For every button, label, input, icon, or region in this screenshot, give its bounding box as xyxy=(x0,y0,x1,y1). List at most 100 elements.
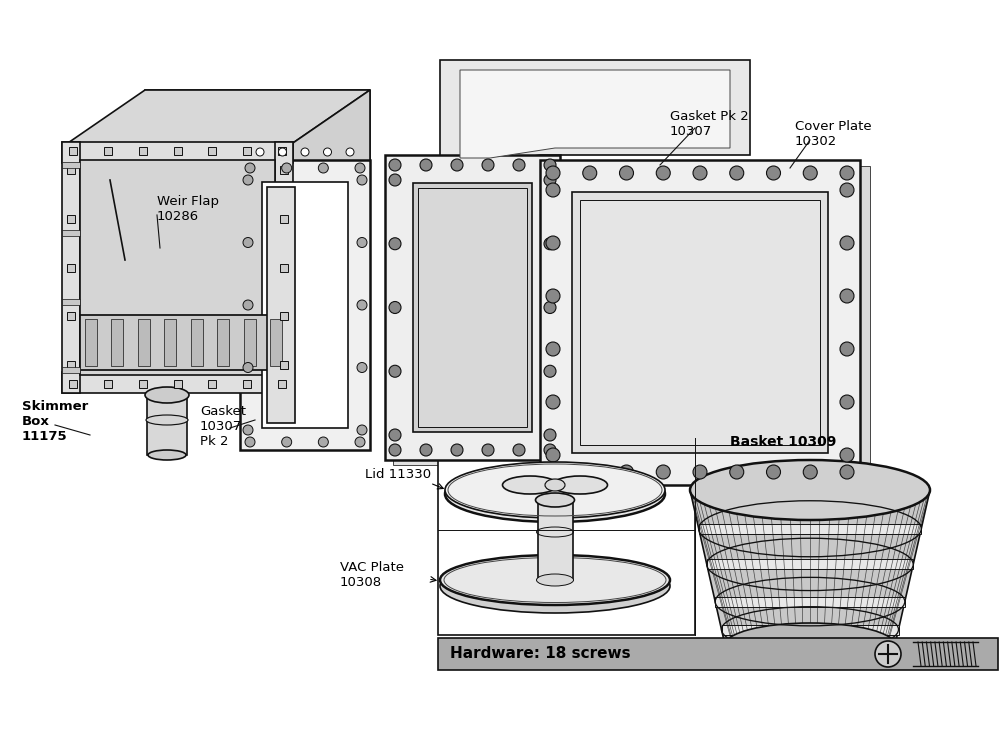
Bar xyxy=(67,166,75,174)
Circle shape xyxy=(420,444,432,456)
Circle shape xyxy=(546,236,560,250)
Circle shape xyxy=(243,362,253,373)
Bar xyxy=(174,147,182,155)
Circle shape xyxy=(583,465,597,479)
Ellipse shape xyxy=(440,555,670,605)
Circle shape xyxy=(583,166,597,180)
Bar xyxy=(385,155,560,460)
Ellipse shape xyxy=(445,462,665,518)
Bar xyxy=(278,380,286,388)
Circle shape xyxy=(544,365,556,377)
Polygon shape xyxy=(290,90,370,390)
Bar xyxy=(191,319,203,366)
Text: Cover Plate
10302: Cover Plate 10302 xyxy=(795,120,872,148)
Ellipse shape xyxy=(545,479,565,491)
Polygon shape xyxy=(460,70,730,158)
Circle shape xyxy=(730,166,744,180)
Circle shape xyxy=(803,465,817,479)
Bar xyxy=(69,147,77,155)
Bar xyxy=(715,596,905,607)
Circle shape xyxy=(245,437,255,447)
Polygon shape xyxy=(440,60,750,165)
Circle shape xyxy=(620,465,634,479)
Bar xyxy=(413,183,532,432)
Ellipse shape xyxy=(552,476,608,494)
Circle shape xyxy=(243,425,253,435)
Circle shape xyxy=(544,444,556,456)
Bar xyxy=(580,200,820,445)
Bar xyxy=(62,142,80,393)
Circle shape xyxy=(767,166,780,180)
Circle shape xyxy=(282,437,292,447)
Circle shape xyxy=(355,163,365,173)
Bar xyxy=(278,147,286,155)
Bar xyxy=(62,367,80,373)
Circle shape xyxy=(544,302,556,313)
Polygon shape xyxy=(145,90,370,335)
Bar xyxy=(62,142,293,163)
Circle shape xyxy=(346,148,354,156)
Bar xyxy=(67,312,75,320)
Bar xyxy=(138,319,150,366)
Polygon shape xyxy=(65,335,370,390)
Bar xyxy=(80,160,275,375)
Circle shape xyxy=(656,465,670,479)
Circle shape xyxy=(389,444,401,456)
Text: VAC Plate
10308: VAC Plate 10308 xyxy=(340,561,404,589)
Circle shape xyxy=(544,238,556,250)
Bar xyxy=(174,380,182,388)
Bar xyxy=(62,372,293,393)
Circle shape xyxy=(243,238,253,248)
Bar xyxy=(67,361,75,369)
Ellipse shape xyxy=(503,476,558,494)
Circle shape xyxy=(840,166,854,180)
Circle shape xyxy=(357,362,367,373)
Circle shape xyxy=(840,465,854,479)
Circle shape xyxy=(544,429,556,441)
Bar xyxy=(240,160,370,450)
Bar xyxy=(243,147,251,155)
Bar xyxy=(208,147,216,155)
Circle shape xyxy=(767,465,780,479)
Circle shape xyxy=(840,342,854,356)
Circle shape xyxy=(451,159,463,171)
Circle shape xyxy=(389,174,401,186)
Text: Gasket
10307
Pk 2: Gasket 10307 Pk 2 xyxy=(200,405,246,448)
Bar xyxy=(540,160,860,485)
Circle shape xyxy=(546,395,560,409)
Bar xyxy=(80,315,275,370)
Circle shape xyxy=(546,289,560,303)
Circle shape xyxy=(875,641,901,667)
Bar xyxy=(270,319,282,366)
Circle shape xyxy=(544,174,556,186)
Circle shape xyxy=(693,166,707,180)
Circle shape xyxy=(318,437,328,447)
Ellipse shape xyxy=(145,387,189,403)
Circle shape xyxy=(546,166,560,180)
Circle shape xyxy=(656,166,670,180)
Circle shape xyxy=(357,238,367,248)
Circle shape xyxy=(324,148,332,156)
Circle shape xyxy=(355,437,365,447)
Bar xyxy=(393,160,568,465)
Bar xyxy=(267,187,295,423)
Bar xyxy=(85,319,97,366)
Circle shape xyxy=(840,395,854,409)
Ellipse shape xyxy=(146,415,188,425)
Bar xyxy=(217,319,229,366)
Bar xyxy=(280,361,288,369)
Bar xyxy=(104,147,112,155)
Circle shape xyxy=(243,175,253,185)
Bar xyxy=(418,188,527,427)
Circle shape xyxy=(513,159,525,171)
Bar xyxy=(62,230,80,236)
Bar xyxy=(244,319,256,366)
Circle shape xyxy=(243,300,253,310)
Bar xyxy=(262,182,348,428)
Bar xyxy=(550,166,870,491)
Circle shape xyxy=(546,342,560,356)
Circle shape xyxy=(482,159,494,171)
Text: Basket 10309: Basket 10309 xyxy=(730,435,836,449)
Bar xyxy=(111,319,123,366)
Bar xyxy=(722,625,898,634)
